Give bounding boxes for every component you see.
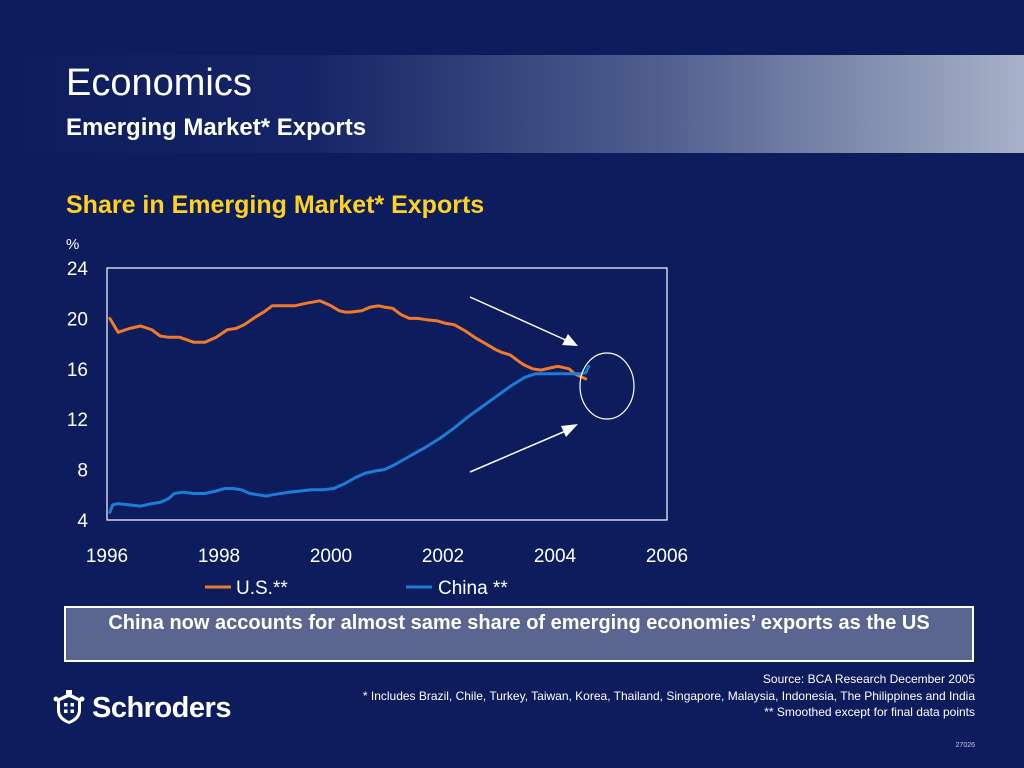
arrow-upper-head: [562, 334, 578, 346]
y-tick-label: 4: [77, 511, 88, 532]
callout-box: China now accounts for almost same share…: [64, 606, 974, 662]
source-note: Source: BCA Research December 2005: [762, 672, 975, 686]
logo: Schroders: [52, 690, 231, 726]
chart-title: Share in Emerging Market* Exports: [66, 191, 485, 219]
x-axis: 1996 1998 2000 2002 2004 2006: [86, 546, 688, 567]
x-tick-label: 2006: [646, 546, 688, 567]
page-title: Economics: [66, 62, 252, 104]
y-tick-label: 8: [77, 461, 88, 482]
annotation-arrows: [469, 296, 635, 473]
logo-text: Schroders: [92, 691, 231, 724]
footnote-2: ** Smoothed except for final data points: [764, 705, 975, 719]
series-group: [108, 299, 591, 514]
convergence-circle: [579, 352, 635, 420]
x-tick-label: 2004: [534, 546, 577, 567]
y-axis-unit: %: [66, 236, 79, 253]
legend: U.S.** China **: [205, 578, 508, 599]
y-tick-label: 16: [67, 360, 88, 381]
y-tick-label: 20: [67, 309, 88, 330]
x-tick-label: 1996: [86, 546, 128, 567]
footnote-1: * Includes Brazil, Chile, Turkey, Taiwan…: [362, 688, 975, 703]
arrow-lower-head: [561, 424, 578, 437]
page-subtitle: Emerging Market* Exports: [66, 114, 367, 141]
legend-label-us: U.S.**: [236, 578, 288, 599]
series-line-china: [108, 364, 591, 514]
footnotes: Source: BCA Research December 2005 * Inc…: [255, 671, 975, 721]
slide-code: 27026: [955, 742, 975, 749]
x-tick-label: 2000: [310, 546, 352, 567]
plot-area: [106, 267, 668, 521]
line-chart: % 24 20 16 12 8 4 1996 1998 2000 2002 2004 2006 U.…: [66, 236, 688, 599]
crest-icon: [53, 690, 85, 724]
legend-label-china: China **: [438, 578, 508, 599]
x-tick-label: 1998: [198, 546, 240, 567]
arrow-upper: [469, 296, 571, 343]
y-tick-label: 12: [67, 410, 88, 431]
header-band: [0, 55, 1024, 153]
y-axis: 24 20 16 12 8 4: [67, 259, 89, 532]
series-line-us: [108, 299, 588, 381]
y-tick-label: 24: [67, 259, 89, 280]
arrow-lower: [469, 429, 569, 473]
x-tick-label: 2002: [422, 546, 464, 567]
